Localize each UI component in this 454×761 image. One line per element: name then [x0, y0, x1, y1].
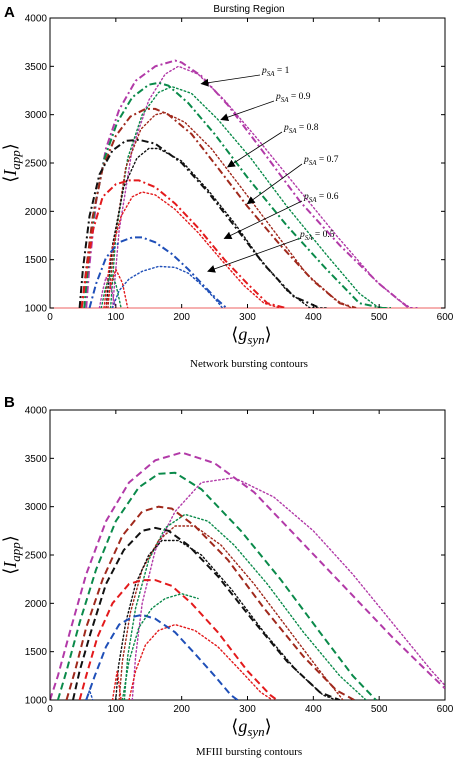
x-tick-label: 600 — [437, 312, 454, 323]
series-line-9 — [103, 191, 282, 308]
series-line-0 — [50, 451, 445, 700]
x-axis-label: ⟨gsyn⟩ — [231, 324, 271, 347]
x-tick-label: 0 — [47, 312, 53, 323]
series-line-2 — [83, 81, 391, 308]
plot-frame — [49, 409, 446, 701]
x-tick-label: 200 — [173, 312, 190, 323]
x-tick-label: 200 — [173, 704, 190, 715]
panel-b-caption: MFIII bursting contours — [196, 746, 302, 758]
annotation-label: pSA = 0.9 — [275, 92, 311, 104]
series-line-1 — [111, 65, 412, 308]
series-line-5 — [107, 111, 353, 308]
panel-b-letter: B — [4, 394, 15, 411]
x-axis-label: ⟨gsyn⟩ — [231, 716, 271, 739]
annotation-arrow — [220, 100, 275, 121]
panel-b: B 0 100 200 300 400 500 600 1000 1500 2000 2500 300… — [0, 394, 454, 758]
annotation-arrow — [200, 74, 261, 87]
y-tick-label: 2500 — [25, 159, 48, 170]
annotation-label: pSA = 0.5 — [299, 230, 335, 242]
x-tick-label: 100 — [107, 312, 124, 323]
x-tick-label: 400 — [305, 704, 322, 715]
annotation-arrow — [223, 200, 303, 239]
y-tick-label: 3500 — [25, 454, 48, 465]
annotation-label: pSA = 0.8 — [283, 123, 319, 135]
y-tick-label: 3000 — [25, 110, 48, 121]
y-axis-label: ⟨Iapp⟩ — [0, 143, 23, 183]
series-line-6 — [72, 526, 341, 700]
series-line-8 — [78, 579, 278, 700]
x-tick-label: 500 — [371, 704, 388, 715]
series-line-3 — [109, 85, 388, 308]
y-tick-label: 1500 — [25, 255, 48, 266]
series-line-2 — [56, 471, 377, 700]
y-tick-label: 4000 — [25, 406, 48, 417]
x-tick-label: 300 — [239, 704, 256, 715]
series-line-4 — [80, 107, 357, 308]
x-tick-label: 500 — [371, 312, 388, 323]
x-tick-label: 0 — [47, 704, 53, 715]
y-tick-label: 3000 — [25, 502, 48, 513]
y-tick-label: 1000 — [25, 696, 48, 707]
series-line-13 — [111, 670, 122, 700]
series-line-10 — [88, 236, 228, 308]
y-tick-label: 2000 — [25, 599, 48, 610]
x-tick-label: 400 — [305, 312, 322, 323]
x-tick-label: 100 — [107, 704, 124, 715]
panel-a: A Bursting Region 0 100 200 300 400 500 600 100… — [0, 4, 454, 370]
series-line-9 — [128, 623, 274, 700]
y-axis-label: ⟨Iapp⟩ — [0, 535, 23, 575]
y-tick-label: 1500 — [25, 647, 48, 658]
series-line-14 — [105, 267, 129, 308]
series-group — [78, 59, 418, 308]
series-line-13 — [100, 272, 122, 308]
annotation-label: pSA = 0.7 — [303, 155, 339, 167]
series-line-11 — [85, 688, 94, 700]
series-line-12 — [121, 592, 199, 700]
series-line-10 — [85, 613, 239, 700]
series-line-8 — [80, 179, 286, 308]
y-tick-label: 2500 — [25, 551, 48, 562]
series-line-7 — [115, 539, 338, 700]
y-tick-label: 1000 — [25, 304, 48, 315]
annotation-arrow — [226, 131, 283, 168]
y-tick-label: 2000 — [25, 207, 48, 218]
series-line-4 — [65, 505, 355, 700]
series-line-1 — [131, 476, 445, 700]
annotation-arrow — [207, 238, 299, 273]
series-line-12 — [98, 275, 117, 308]
y-tick-label: 4000 — [25, 14, 48, 25]
panel-a-caption: Network bursting contours — [190, 358, 308, 370]
series-group — [50, 451, 445, 700]
y-tick-label: 3500 — [25, 62, 48, 73]
panel-a-title: Bursting Region — [213, 4, 284, 15]
series-line-11 — [111, 265, 224, 308]
series-line-7 — [105, 147, 328, 308]
panel-a-plot-area: 0 100 200 300 400 500 600 1000 1500 2000 2500 3000 3… — [0, 14, 454, 348]
panel-b-plot-area: 0 100 200 300 400 500 600 1000 1500 2000 2500 3000 3… — [0, 406, 454, 740]
annotation-label: pSA = 0.6 — [303, 192, 339, 204]
series-line-0 — [85, 59, 418, 308]
x-tick-label: 600 — [437, 704, 454, 715]
annotation-arrow — [246, 163, 303, 205]
x-tick-label: 300 — [239, 312, 256, 323]
series-line-5 — [118, 525, 344, 700]
annotation-label: pSA = 1 — [261, 66, 290, 78]
panel-a-letter: A — [4, 4, 15, 21]
